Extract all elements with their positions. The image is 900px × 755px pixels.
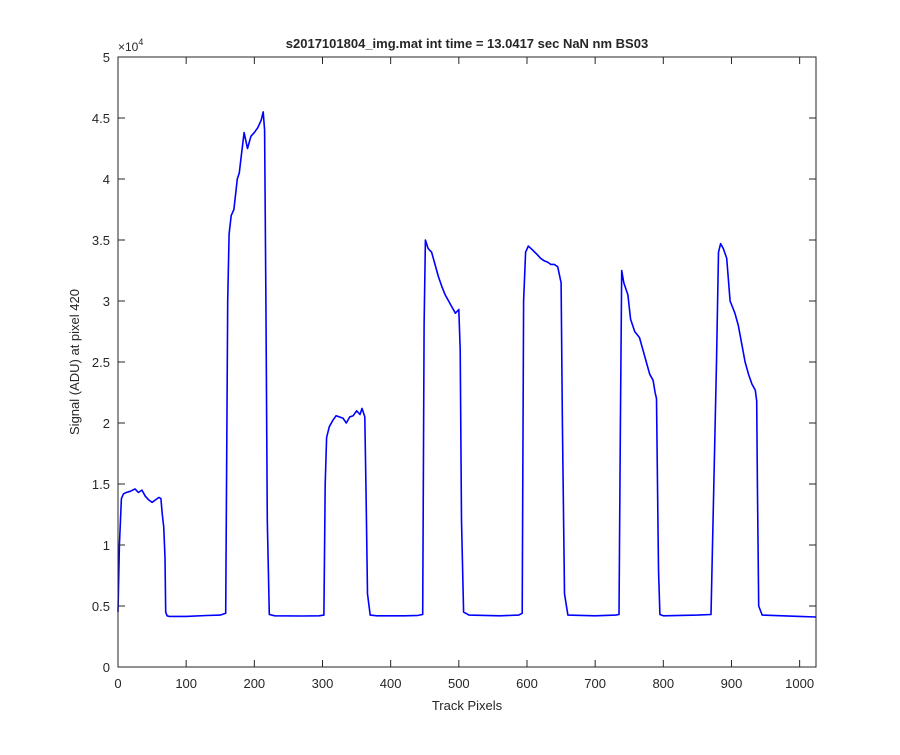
x-tick-label: 900 xyxy=(721,676,743,691)
x-tick-label: 0 xyxy=(114,676,121,691)
x-axis-label: Track Pixels xyxy=(432,698,503,713)
y-tick-label: 5 xyxy=(103,50,110,65)
y-tick-label: 1 xyxy=(103,538,110,553)
y-tick-label: 3.5 xyxy=(92,233,110,248)
y-axis-label: Signal (ADU) at pixel 420 xyxy=(67,289,82,435)
x-tick-label: 1000 xyxy=(785,676,814,691)
axes-layer: 0 100 200 300 400 500 600 700 800 900 1000 0 0.5 1 1.5… xyxy=(92,50,817,691)
series-line-1 xyxy=(117,111,817,618)
x-tick-label: 700 xyxy=(584,676,606,691)
y-tick-label: 2.5 xyxy=(92,355,110,370)
y-tick-label: 0 xyxy=(103,660,110,675)
plot-area xyxy=(118,57,816,667)
y-tick-label: 3 xyxy=(103,294,110,309)
data-layer xyxy=(117,111,817,618)
y-tick-label: 4 xyxy=(103,172,110,187)
x-tick-label: 800 xyxy=(652,676,674,691)
chart-title: s2017101804_img.mat int time = 13.0417 s… xyxy=(286,36,648,51)
x-tick-label: 100 xyxy=(175,676,197,691)
y-tick-label: 1.5 xyxy=(92,477,110,492)
y-tick-label: 2 xyxy=(103,416,110,431)
y-tick-label: 0.5 xyxy=(92,599,110,614)
x-tick-label: 600 xyxy=(516,676,538,691)
y-axis-exponent-label: ×104 xyxy=(118,37,143,54)
x-tick-label: 400 xyxy=(380,676,402,691)
x-tick-label: 200 xyxy=(243,676,265,691)
y-axis-exponent-base: ×10 xyxy=(118,40,139,54)
x-tick-label: 300 xyxy=(312,676,334,691)
y-tick-label: 4.5 xyxy=(92,111,110,126)
y-axis-exponent-power: 4 xyxy=(138,37,143,47)
x-tick-label: 500 xyxy=(448,676,470,691)
